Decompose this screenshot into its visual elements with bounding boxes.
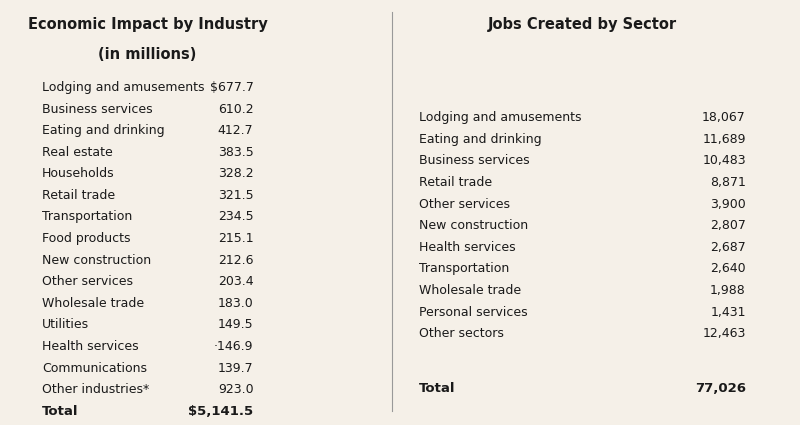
Text: Other industries*: Other industries*	[42, 383, 149, 396]
Text: ·146.9: ·146.9	[214, 340, 254, 353]
Text: 183.0: 183.0	[218, 297, 254, 310]
Text: $5,141.5: $5,141.5	[188, 405, 254, 418]
Text: Business services: Business services	[419, 154, 530, 167]
Text: 1,431: 1,431	[710, 306, 746, 319]
Text: 8,871: 8,871	[710, 176, 746, 189]
Text: Other services: Other services	[42, 275, 133, 288]
Text: Eating and drinking: Eating and drinking	[42, 124, 165, 137]
Text: Real estate: Real estate	[42, 146, 113, 159]
Text: 234.5: 234.5	[218, 210, 254, 224]
Text: 321.5: 321.5	[218, 189, 254, 202]
Text: 2,807: 2,807	[710, 219, 746, 232]
Text: Lodging and amusements: Lodging and amusements	[419, 111, 582, 124]
Text: 2,687: 2,687	[710, 241, 746, 254]
Text: 11,689: 11,689	[702, 133, 746, 146]
Text: Retail trade: Retail trade	[42, 189, 115, 202]
Text: Households: Households	[42, 167, 114, 180]
Text: 149.5: 149.5	[218, 318, 254, 332]
Text: $677.7: $677.7	[210, 81, 254, 94]
Text: New construction: New construction	[42, 254, 151, 266]
Text: Health services: Health services	[419, 241, 515, 254]
Text: Food products: Food products	[42, 232, 130, 245]
Text: 212.6: 212.6	[218, 254, 254, 266]
Text: 77,026: 77,026	[695, 382, 746, 395]
Text: New construction: New construction	[419, 219, 528, 232]
Text: Economic Impact by Industry: Economic Impact by Industry	[28, 17, 267, 31]
Text: 10,483: 10,483	[702, 154, 746, 167]
Text: (in millions): (in millions)	[98, 47, 197, 62]
Text: 328.2: 328.2	[218, 167, 254, 180]
Text: Business services: Business services	[42, 102, 153, 116]
Text: 923.0: 923.0	[218, 383, 254, 396]
Text: Other sectors: Other sectors	[419, 327, 504, 340]
Text: Wholesale trade: Wholesale trade	[42, 297, 144, 310]
Text: Total: Total	[42, 405, 78, 418]
Text: Retail trade: Retail trade	[419, 176, 492, 189]
Text: 610.2: 610.2	[218, 102, 254, 116]
Text: 383.5: 383.5	[218, 146, 254, 159]
Text: 18,067: 18,067	[702, 111, 746, 124]
Text: Communications: Communications	[42, 362, 146, 374]
Text: Personal services: Personal services	[419, 306, 527, 319]
Text: Jobs Created by Sector: Jobs Created by Sector	[488, 17, 677, 31]
Text: Health services: Health services	[42, 340, 138, 353]
Text: Transportation: Transportation	[419, 262, 509, 275]
Text: 203.4: 203.4	[218, 275, 254, 288]
Text: Total: Total	[419, 382, 455, 395]
Text: Wholesale trade: Wholesale trade	[419, 284, 521, 297]
Text: Eating and drinking: Eating and drinking	[419, 133, 542, 146]
Text: Transportation: Transportation	[42, 210, 132, 224]
Text: 139.7: 139.7	[218, 362, 254, 374]
Text: 412.7: 412.7	[218, 124, 254, 137]
Text: 215.1: 215.1	[218, 232, 254, 245]
Text: 3,900: 3,900	[710, 198, 746, 211]
Text: Utilities: Utilities	[42, 318, 89, 332]
Text: 12,463: 12,463	[702, 327, 746, 340]
Text: Lodging and amusements: Lodging and amusements	[42, 81, 204, 94]
Text: 1,988: 1,988	[710, 284, 746, 297]
Text: Other services: Other services	[419, 198, 510, 211]
Text: 2,640: 2,640	[710, 262, 746, 275]
